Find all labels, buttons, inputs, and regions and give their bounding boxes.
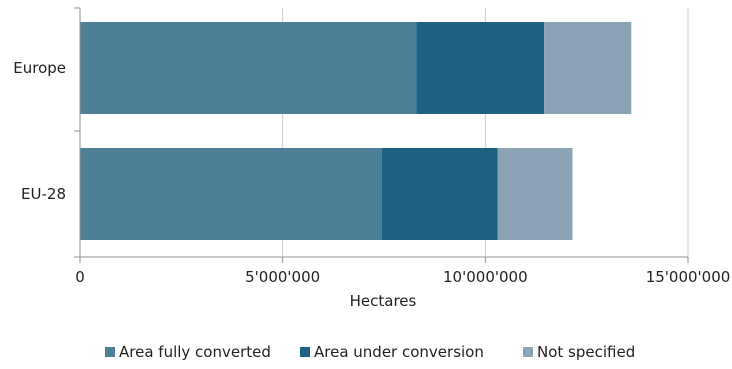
legend-swatch-not-specified — [523, 347, 533, 357]
legend-label-area-under-conversion: Area under conversion — [314, 343, 484, 361]
legend-item-area-fully-converted: Area fully converted — [105, 343, 271, 361]
legend: Area fully converted Area under conversio… — [105, 343, 635, 361]
bar-europe-area-fully-converted — [80, 22, 417, 114]
x-tick-label-1: 5'000'000 — [245, 268, 320, 286]
x-axis-title: Hectares — [350, 292, 417, 310]
x-tick-label-2: 10'000'000 — [443, 268, 528, 286]
legend-label-area-fully-converted: Area fully converted — [119, 343, 271, 361]
bar-eu-28-not-specified — [497, 148, 573, 240]
category-labels: Europe EU-28 — [13, 59, 66, 203]
category-label-eu-28: EU-28 — [21, 185, 66, 203]
bar-europe-area-under-conversion — [416, 22, 545, 114]
bar-eu-28-area-fully-converted — [80, 148, 382, 240]
bars — [80, 22, 632, 240]
bar-europe-not-specified — [544, 22, 632, 114]
category-label-europe: Europe — [13, 59, 66, 77]
axes — [74, 7, 689, 263]
x-tick-label-3: 15'000'000 — [646, 268, 731, 286]
legend-swatch-area-fully-converted — [105, 347, 115, 357]
bar-eu-28-area-under-conversion — [381, 148, 498, 240]
legend-item-area-under-conversion: Area under conversion — [300, 343, 484, 361]
legend-item-not-specified: Not specified — [523, 343, 635, 361]
legend-swatch-area-under-conversion — [300, 347, 310, 357]
x-tick-label-0: 0 — [75, 268, 85, 286]
x-tick-labels: 0 5'000'000 10'000'000 15'000'000 — [75, 268, 730, 286]
legend-label-not-specified: Not specified — [537, 343, 635, 361]
